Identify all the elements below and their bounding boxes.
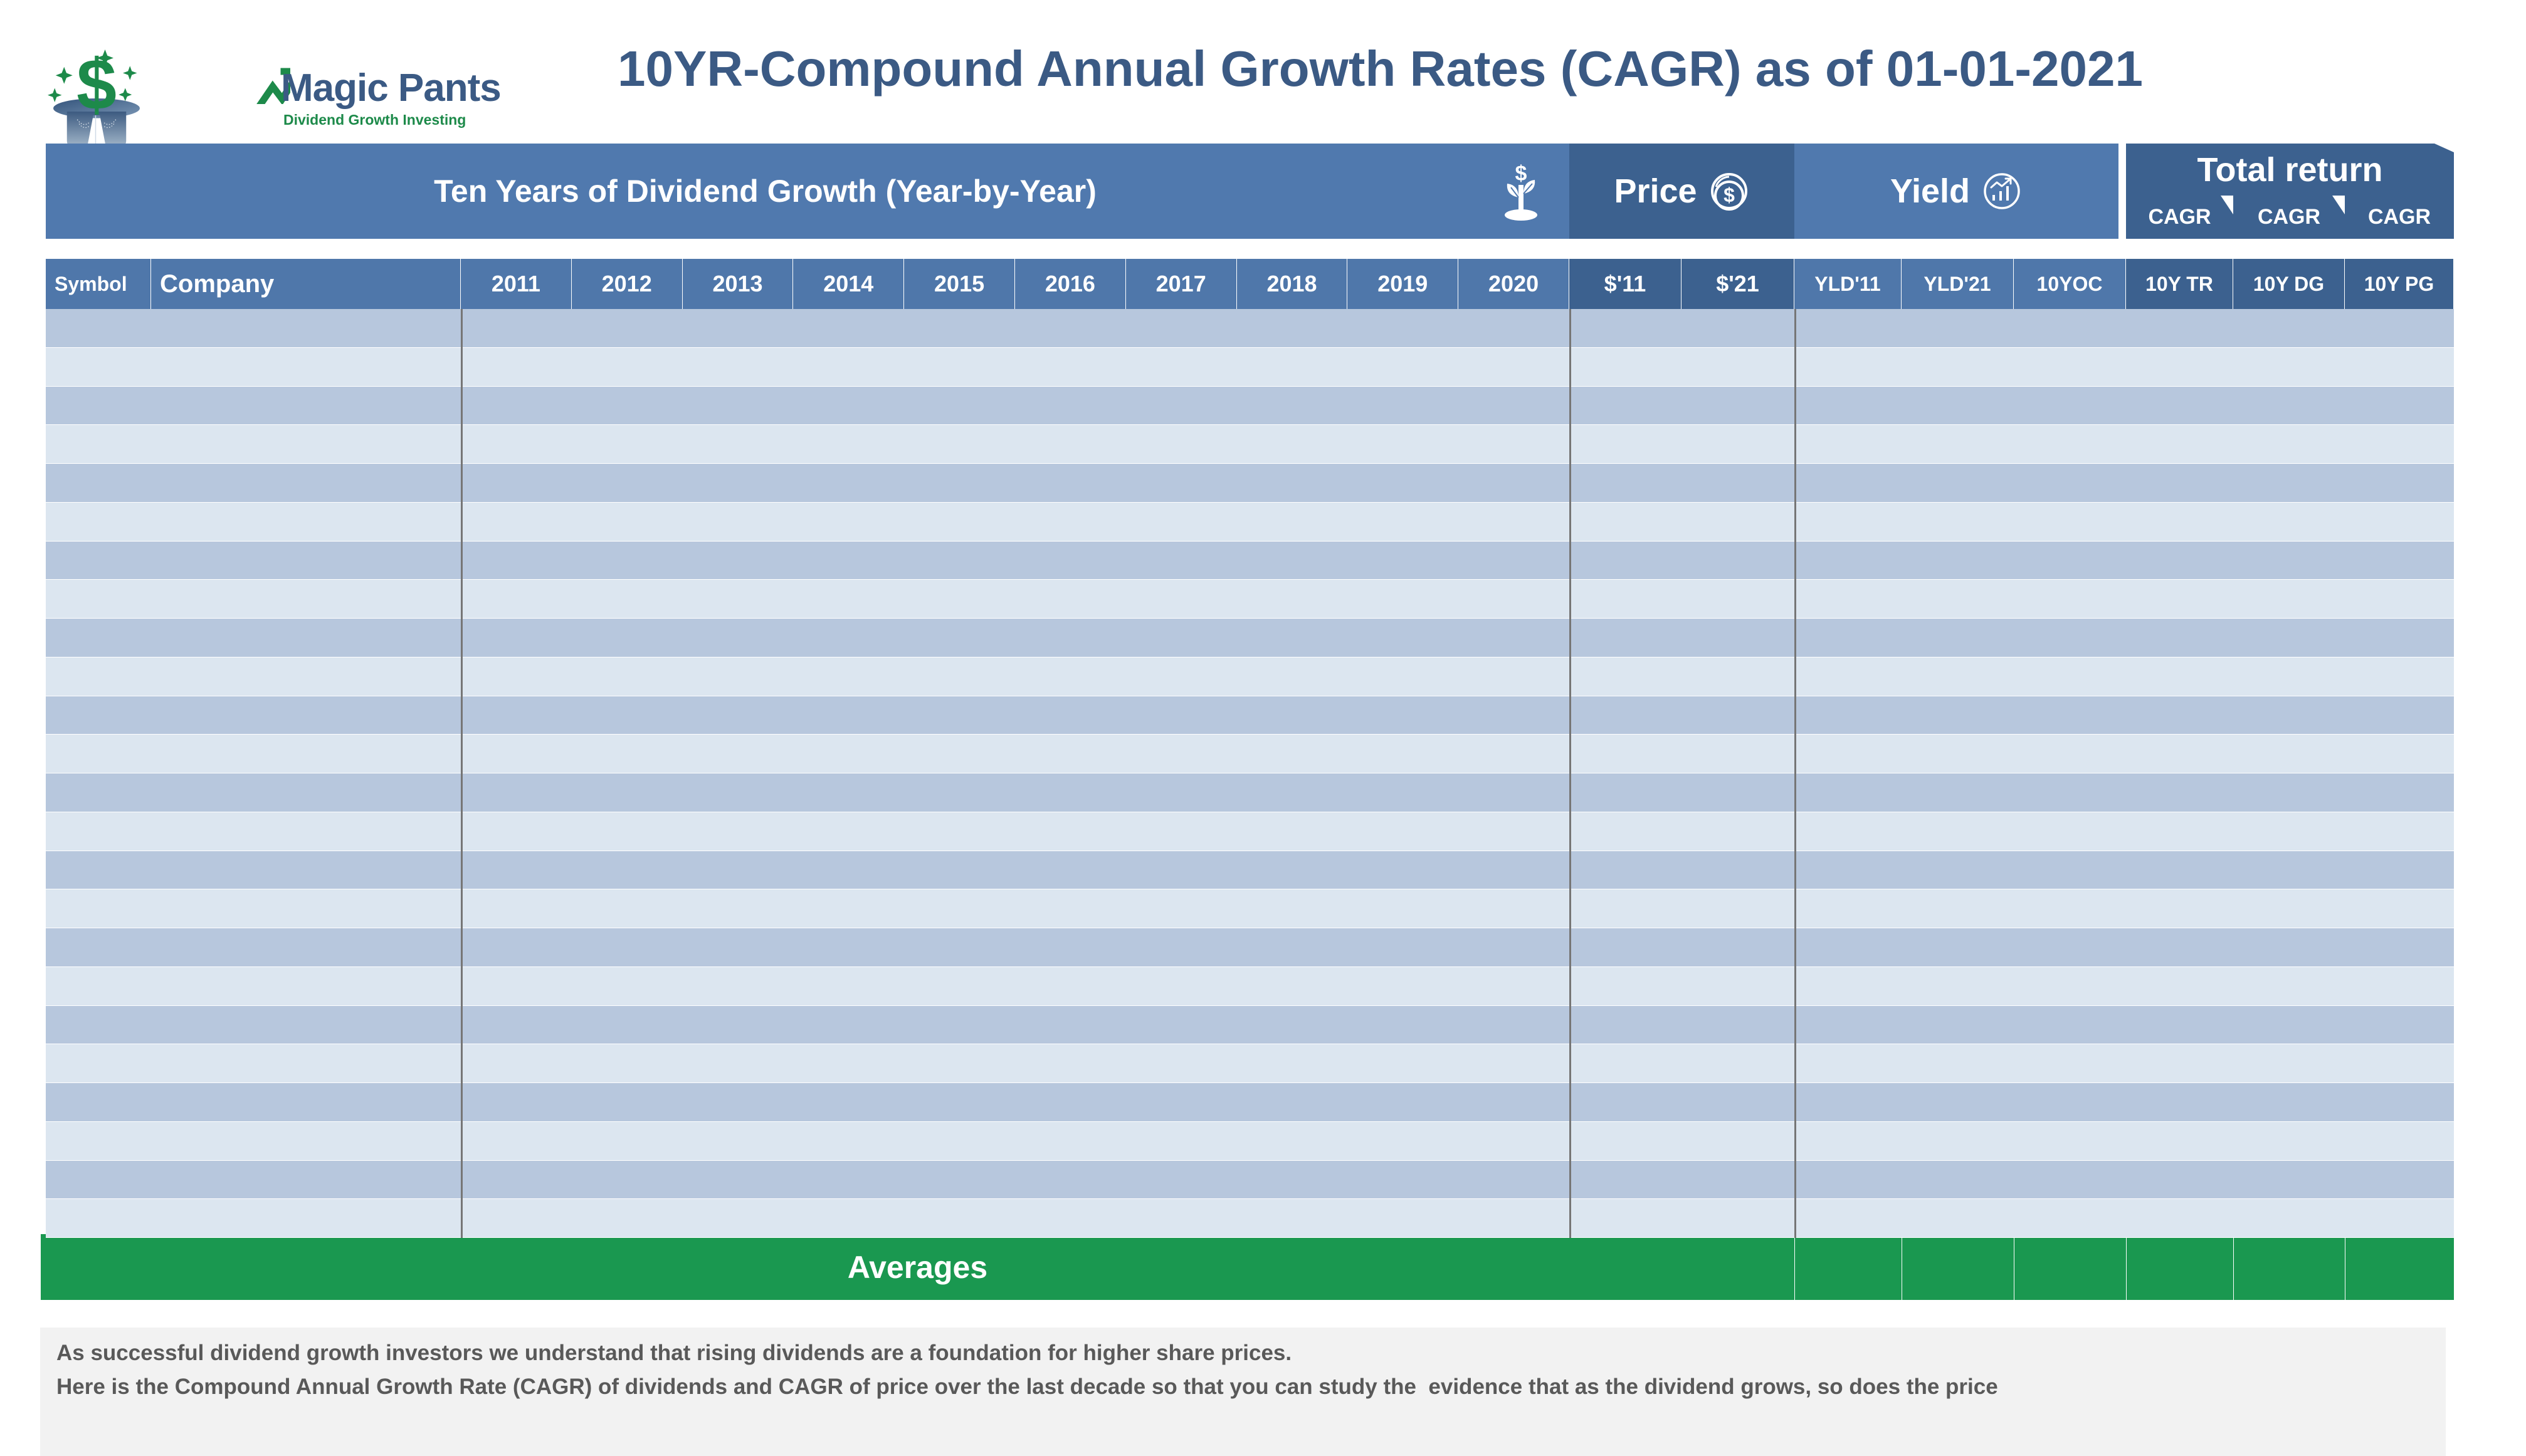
svg-text:$: $ [76, 45, 117, 125]
svg-text:$: $ [1515, 162, 1527, 186]
svg-text:$: $ [1723, 184, 1735, 206]
